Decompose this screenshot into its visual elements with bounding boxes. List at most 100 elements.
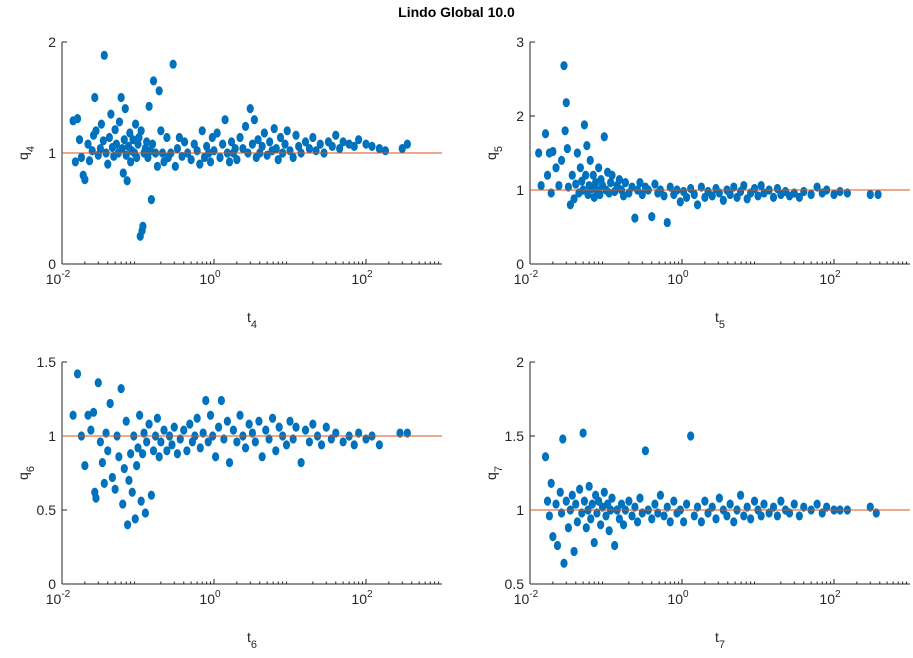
data-point — [549, 146, 557, 157]
x-tick-label: 10-2 — [514, 269, 539, 287]
x-axis-label: t4 — [247, 309, 257, 331]
data-point — [155, 86, 163, 96]
data-point — [631, 502, 639, 512]
data-point — [71, 157, 79, 167]
data-point — [541, 129, 550, 139]
data-point — [305, 143, 314, 154]
data-point — [133, 461, 141, 471]
x-axis-label: t5 — [715, 309, 725, 331]
data-point — [743, 502, 751, 512]
data-point — [670, 496, 678, 506]
data-point — [248, 428, 256, 438]
data-point — [800, 502, 808, 512]
data-point — [241, 443, 250, 453]
data-point — [552, 163, 560, 173]
data-point — [104, 446, 112, 456]
data-point — [590, 192, 598, 202]
data-point — [108, 472, 116, 483]
y-tick-label: 2 — [48, 34, 56, 50]
data-point — [251, 437, 259, 447]
data-point — [339, 437, 347, 447]
data-point — [225, 157, 234, 167]
data-point — [160, 425, 168, 435]
data-point — [128, 487, 136, 497]
data-point — [769, 192, 778, 202]
x-tick-label: 100 — [667, 589, 689, 607]
data-point — [220, 434, 228, 444]
data-point — [726, 189, 734, 200]
data-point — [143, 137, 151, 147]
data-point — [555, 180, 563, 191]
data-point — [155, 452, 163, 462]
data-point — [84, 410, 92, 420]
data-point — [572, 499, 580, 509]
data-point — [633, 517, 642, 527]
data-point — [807, 189, 815, 200]
y-tick-label: 0 — [516, 256, 524, 272]
x-tick-label: 102 — [351, 269, 373, 287]
data-point — [547, 478, 555, 488]
data-point — [120, 463, 128, 474]
y-tick-label: 2 — [516, 108, 524, 124]
y-axis-label: q4 — [15, 146, 37, 160]
data-point — [180, 425, 188, 435]
data-point — [100, 50, 108, 60]
data-point — [362, 139, 370, 149]
x-axis-label: t6 — [247, 629, 257, 651]
data-point — [107, 109, 115, 119]
data-point — [580, 120, 589, 130]
data-point — [233, 437, 241, 447]
data-point — [619, 520, 628, 530]
data-point — [757, 511, 765, 521]
data-point — [316, 139, 324, 149]
data-point — [368, 141, 376, 151]
data-point — [301, 425, 310, 435]
data-point — [84, 139, 92, 149]
data-point — [143, 437, 151, 447]
data-point — [697, 182, 706, 192]
data-point — [785, 508, 794, 518]
data-point — [396, 428, 404, 438]
data-point — [147, 195, 155, 205]
data-point — [260, 128, 268, 138]
data-point — [126, 128, 134, 138]
data-point — [654, 508, 662, 518]
subplot-2: 10-2 100 102 0 1 2 3 t5 q5 — [483, 34, 910, 331]
data-point — [874, 189, 882, 200]
data-point — [250, 115, 258, 125]
data-point — [747, 514, 755, 524]
x-tick-label: 102 — [819, 589, 841, 607]
data-point — [537, 180, 545, 191]
data-point — [336, 143, 344, 154]
data-point — [823, 502, 831, 512]
data-point — [608, 493, 616, 503]
y-tick-label: 1.5 — [37, 354, 57, 370]
data-point — [245, 419, 253, 429]
data-point — [568, 170, 576, 180]
data-point — [332, 428, 340, 438]
data-point — [800, 186, 808, 197]
data-point — [131, 514, 139, 524]
data-point — [327, 434, 335, 444]
data-point — [236, 132, 244, 143]
data-point — [69, 410, 77, 420]
data-point — [557, 155, 566, 165]
data-point — [168, 440, 176, 450]
x-tick-label: 102 — [351, 589, 373, 607]
data-point — [100, 478, 108, 488]
y-tick-label: 1 — [516, 182, 524, 198]
data-point — [576, 484, 584, 494]
data-point — [636, 493, 644, 503]
data-point — [292, 130, 300, 140]
data-point — [176, 434, 184, 444]
data-point — [206, 410, 215, 420]
y-tick-label: 1 — [48, 428, 56, 444]
data-point — [231, 143, 239, 154]
data-point — [590, 537, 598, 548]
data-point — [572, 179, 580, 189]
data-point — [305, 437, 314, 447]
data-point — [708, 191, 716, 201]
subplot-3: 10-2 100 102 0 0.5 1 1.5 t6 q6 — [15, 354, 442, 651]
x-tick-label: 10-2 — [514, 589, 539, 607]
data-point — [568, 490, 576, 500]
